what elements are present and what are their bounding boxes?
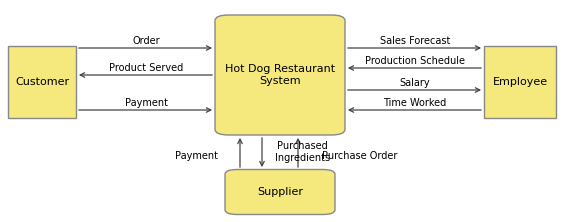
Text: Time Worked: Time Worked — [383, 98, 446, 108]
FancyBboxPatch shape — [215, 15, 345, 135]
Bar — [8, 46, 76, 118]
Text: Salary: Salary — [400, 78, 430, 88]
Text: Payment: Payment — [176, 151, 218, 161]
Text: Product Served: Product Served — [109, 63, 183, 73]
Text: Production Schedule: Production Schedule — [365, 56, 465, 66]
Text: Sales Forecast: Sales Forecast — [380, 36, 450, 46]
Text: Payment: Payment — [124, 98, 168, 108]
Text: Purchased
Ingredients: Purchased Ingredients — [275, 141, 330, 163]
Text: Customer: Customer — [15, 77, 69, 87]
FancyBboxPatch shape — [225, 170, 335, 214]
Text: Hot Dog Restaurant
System: Hot Dog Restaurant System — [225, 64, 335, 86]
Text: Purchase Order: Purchase Order — [322, 151, 397, 161]
Text: Supplier: Supplier — [257, 187, 303, 197]
Bar — [484, 46, 556, 118]
Text: Order: Order — [132, 36, 160, 46]
Text: Employee: Employee — [493, 77, 548, 87]
